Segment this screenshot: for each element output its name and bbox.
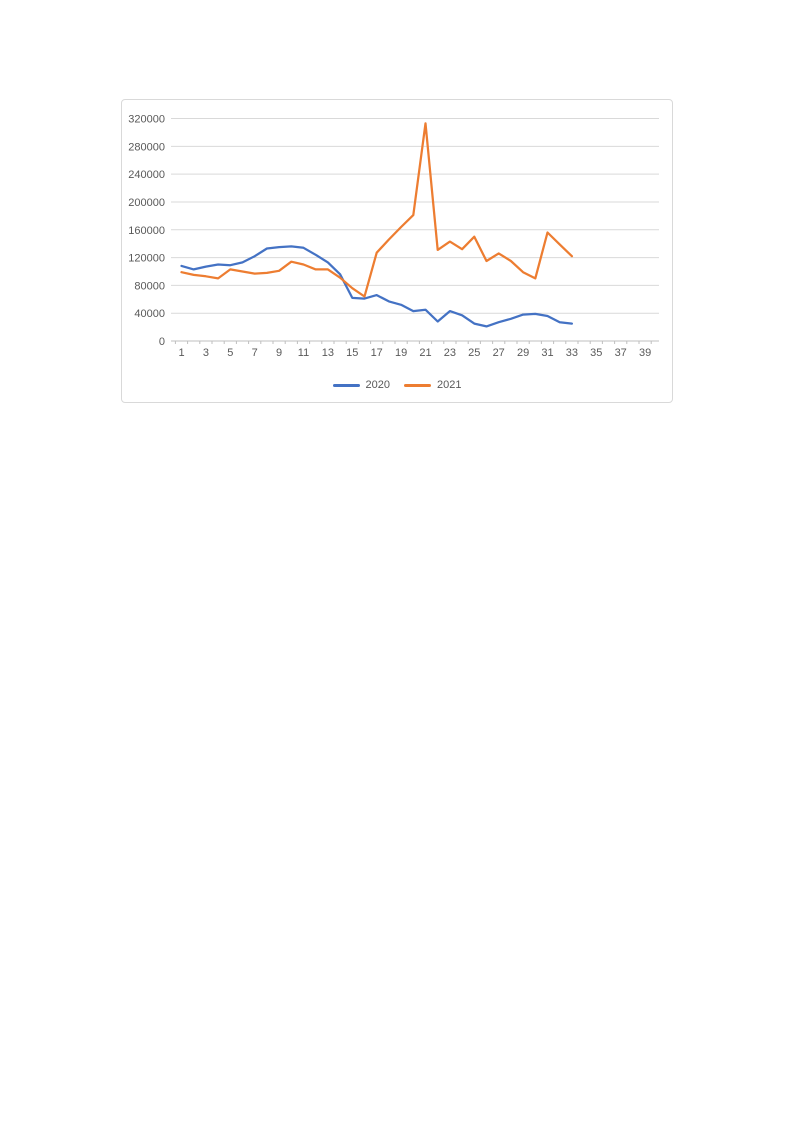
chart-frame[interactable]: 0 40000 80000 120000 160000 200000 240000 28000… (121, 99, 673, 403)
x-axis-label: 1 (178, 347, 184, 359)
chart-legend: 2020 2021 (122, 376, 672, 394)
x-axis-label: 39 (639, 347, 651, 359)
legend-swatch-2021-icon (404, 383, 431, 387)
x-axis-label: 13 (322, 347, 334, 359)
y-axis-label: 120000 (128, 253, 165, 265)
chart-svg: 0 40000 80000 120000 160000 200000 240000 28000… (128, 114, 659, 359)
x-axis-label: 23 (444, 347, 456, 359)
x-axis-label: 35 (590, 347, 602, 359)
x-axis-label: 21 (419, 347, 431, 359)
legend-item-2021[interactable]: 2021 (404, 379, 461, 391)
x-axis-label: 5 (227, 347, 233, 359)
y-axis-label: 160000 (128, 225, 165, 237)
x-axis-label: 37 (615, 347, 627, 359)
x-axis-label: 7 (252, 347, 258, 359)
series-2020-line[interactable] (180, 245, 574, 328)
x-axis-label: 33 (566, 347, 578, 359)
x-axis-label: 29 (517, 347, 529, 359)
legend-swatch-2020-icon (332, 383, 360, 387)
y-axis-label: 200000 (128, 197, 165, 209)
y-axis-label: 240000 (128, 169, 165, 181)
x-axis-label: 17 (371, 347, 383, 359)
x-axis-label: 15 (346, 347, 358, 359)
x-axis-label: 25 (468, 347, 480, 359)
y-axis-label: 0 (159, 336, 165, 348)
legend-label-2020: 2020 (365, 379, 390, 391)
legend-item-2020[interactable]: 2020 (332, 379, 390, 391)
x-axis-label: 3 (203, 347, 209, 359)
y-axis-label: 280000 (128, 141, 165, 153)
x-axis-label: 9 (276, 347, 282, 359)
x-axis-label: 11 (298, 347, 309, 359)
legend-label-2021: 2021 (437, 379, 462, 391)
y-axis-label: 40000 (134, 308, 165, 320)
y-axis-label: 320000 (128, 114, 165, 126)
series-2021-line[interactable] (180, 122, 574, 298)
x-axis-label: 31 (541, 347, 553, 359)
x-axis-label: 19 (395, 347, 407, 359)
y-axis-label: 80000 (134, 280, 165, 292)
x-axis-label: 27 (493, 347, 505, 359)
